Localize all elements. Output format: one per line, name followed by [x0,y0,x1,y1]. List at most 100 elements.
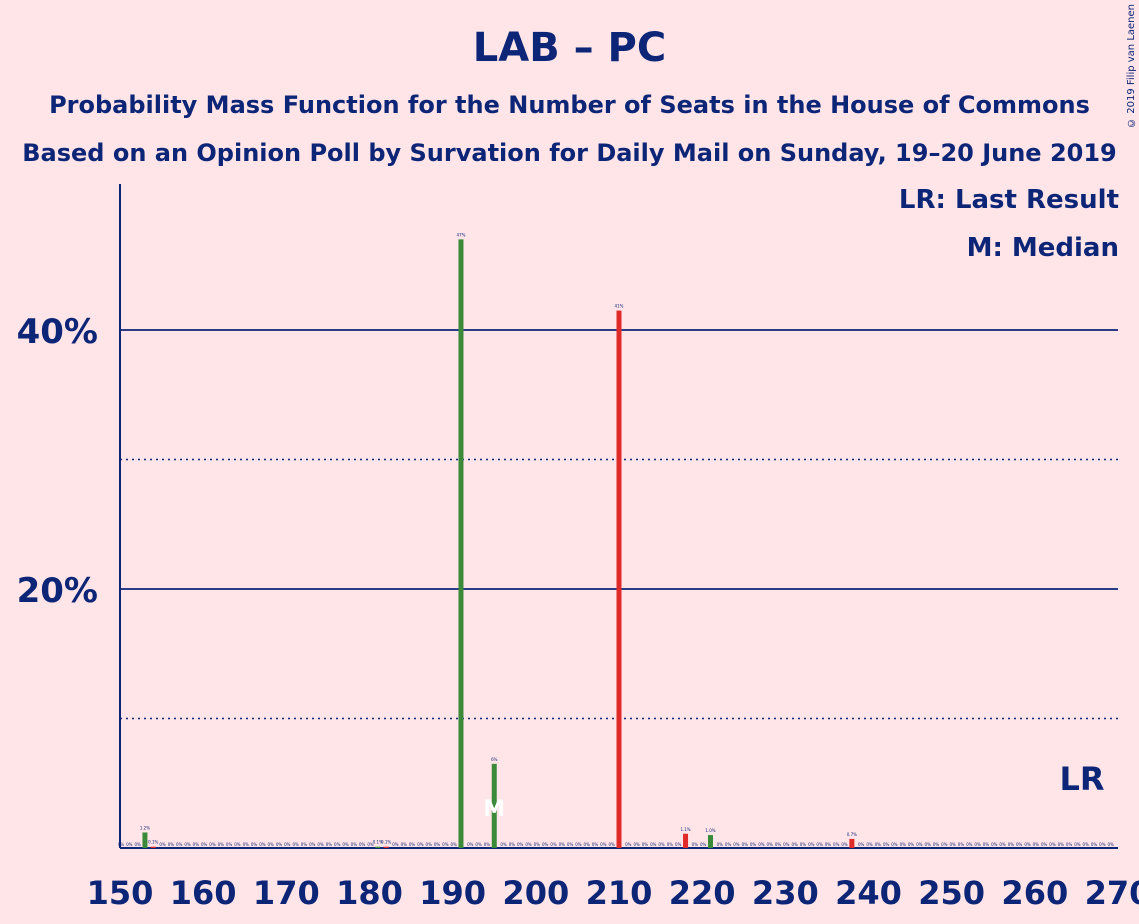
bar-pc [683,833,689,848]
zero-label: 0% [326,842,333,847]
zero-label: 0% [1049,842,1056,847]
zero-label: 0% [176,842,183,847]
zero-label: 0% [359,842,366,847]
zero-label: 0% [1041,842,1048,847]
zero-label: 0% [1016,842,1023,847]
zero-label: 0% [883,842,890,847]
zero-label: 0% [949,842,956,847]
bar-value-label: 6% [491,757,498,762]
zero-label: 0% [517,842,524,847]
zero-label: 0% [1033,842,1040,847]
zero-label: 0% [1066,842,1073,847]
chart-subtitle-source: Based on an Opinion Poll by Survation fo… [22,139,1117,167]
zero-label: 0% [725,842,732,847]
zero-label: 0% [134,842,141,847]
zero-label: 0% [625,842,632,847]
zero-label: 0% [1058,842,1065,847]
zero-label: 0% [251,842,258,847]
zero-label: 0% [392,842,399,847]
zero-label: 0% [292,842,299,847]
zero-label: 0% [467,842,474,847]
zero-label: 0% [692,842,699,847]
zero-label: 0% [184,842,191,847]
x-tick-label: 240 [835,874,902,912]
zero-label: 0% [800,842,807,847]
zero-label: 0% [833,842,840,847]
zero-label: 0% [1024,842,1031,847]
zero-label: 0% [342,842,349,847]
bar-value-label: 0.1% [148,840,158,845]
zero-label: 0% [1083,842,1090,847]
zero-label: 0% [559,842,566,847]
zero-label: 0% [650,842,657,847]
zero-label: 0% [193,842,200,847]
zero-label: 0% [243,842,250,847]
bar-value-label: 47% [457,232,466,237]
zero-label: 0% [317,842,324,847]
legend-median: M: Median [966,233,1119,263]
zero-label: 0% [1108,842,1115,847]
zero-label: 0% [633,842,640,847]
zero-label: 0% [675,842,682,847]
zero-label: 0% [1091,842,1098,847]
zero-label: 0% [450,842,457,847]
bar-value-label: 0.7% [847,832,857,837]
zero-label: 0% [875,842,882,847]
bar-pc [383,846,389,848]
x-tick-label: 270 [1085,874,1139,912]
zero-label: 0% [891,842,898,847]
x-tick-label: 220 [669,874,736,912]
zero-label: 0% [667,842,674,847]
zero-label: 0% [717,842,724,847]
zero-label: 0% [159,842,166,847]
zero-label: 0% [991,842,998,847]
zero-label: 0% [775,842,782,847]
bar-lab [142,832,148,848]
zero-label: 0% [941,842,948,847]
zero-label: 0% [841,842,848,847]
zero-label: 0% [276,842,283,847]
zero-label: 0% [758,842,765,847]
zero-label: 0% [509,842,516,847]
zero-label: 0% [500,842,507,847]
zero-label: 0% [750,842,757,847]
y-tick-label: 40% [17,312,98,352]
zero-label: 0% [351,842,358,847]
bar-lab [458,239,464,849]
zero-label: 0% [858,842,865,847]
zero-label: 0% [218,842,225,847]
zero-label: 0% [259,842,266,847]
zero-label: 0% [268,842,275,847]
bar-value-label: 1.0% [705,828,715,833]
x-tick-label: 210 [586,874,653,912]
bar-pc [616,310,622,848]
zero-label: 0% [550,842,557,847]
zero-label: 0% [309,842,316,847]
zero-label: 0% [900,842,907,847]
zero-label: 0% [575,842,582,847]
zero-label: 0% [908,842,915,847]
zero-label: 0% [825,842,832,847]
zero-label: 0% [409,842,416,847]
zero-label: 0% [1099,842,1106,847]
zero-label: 0% [999,842,1006,847]
bar-value-label: 0.1% [381,840,391,845]
zero-label: 0% [475,842,482,847]
zero-label: 0% [534,842,541,847]
bar-pc [849,838,855,848]
bar-pc [150,846,156,848]
zero-label: 0% [1008,842,1015,847]
zero-label: 0% [209,842,216,847]
zero-label: 0% [367,842,374,847]
median-marker: M [483,797,505,822]
zero-label: 0% [525,842,532,847]
bar-lab [375,846,381,848]
zero-label: 0% [767,842,774,847]
x-tick-label: 230 [752,874,819,912]
zero-label: 0% [434,842,441,847]
zero-label: 0% [226,842,233,847]
zero-label: 0% [783,842,790,847]
zero-label: 0% [808,842,815,847]
zero-label: 0% [426,842,433,847]
